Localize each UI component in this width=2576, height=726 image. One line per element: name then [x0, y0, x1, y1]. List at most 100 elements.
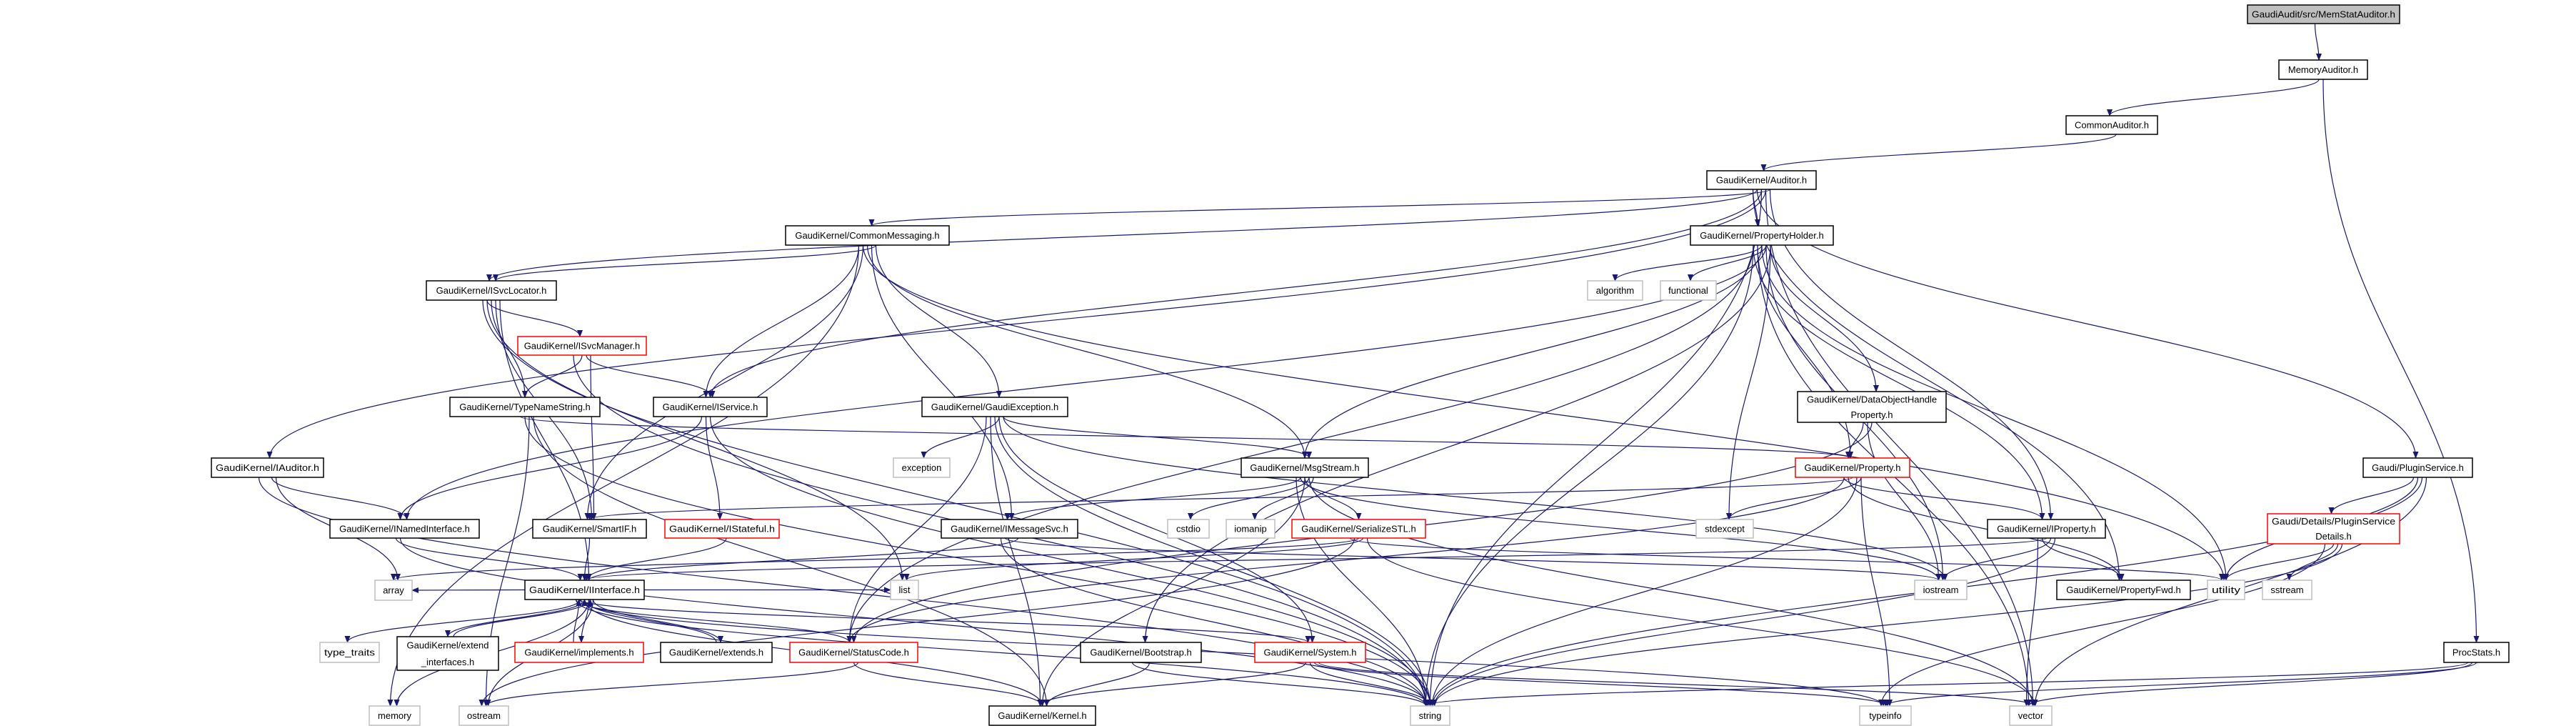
- header-node[interactable]: GaudiKernel/PropertyHolder.h: [1690, 225, 1834, 246]
- header-node[interactable]: GaudiKernel/SerializeSTL.h: [1291, 519, 1426, 539]
- external-header-node: functional: [1660, 280, 1717, 301]
- header-node[interactable]: GaudiKernel/SmartIF.h: [532, 519, 647, 539]
- header-node[interactable]: GaudiKernel/ISvcManager.h: [517, 336, 647, 356]
- header-node[interactable]: ProcStats.h: [2443, 642, 2510, 663]
- node-box: [1167, 519, 1210, 539]
- header-node[interactable]: GaudiKernel/IAuditor.h: [211, 457, 324, 478]
- node-label: GaudiKernel/implements.h: [524, 647, 633, 658]
- header-node[interactable]: GaudiKernel/ISvcLocator.h: [426, 280, 557, 301]
- header-node[interactable]: GaudiKernel/IService.h: [653, 397, 768, 417]
- header-node[interactable]: GaudiKernel/StatusCode.h: [789, 642, 918, 663]
- header-node[interactable]: GaudiKernel/DataObjectHandle Property.h: [1797, 391, 1947, 423]
- node-label: CommonAuditor.h: [2075, 120, 2149, 131]
- node-box: [1254, 642, 1366, 663]
- node-label: GaudiKernel/ISvcLocator.h: [436, 285, 547, 296]
- dependency-edge: [411, 587, 526, 593]
- dependency-edge: [486, 189, 1758, 282]
- node-label: typeinfo: [1869, 710, 1902, 721]
- header-node[interactable]: Gaudi/PluginService.h: [2362, 457, 2473, 478]
- header-node[interactable]: GaudiKernel/MsgStream.h: [1241, 457, 1369, 478]
- dependency-edge: [1423, 244, 1754, 707]
- dependency-edge: [921, 416, 1000, 459]
- header-node[interactable]: GaudiKernel/IMessageSvc.h: [941, 519, 1078, 539]
- header-node[interactable]: GaudiKernel/IInterface.h: [524, 580, 645, 600]
- dependency-edge: [1761, 244, 2229, 581]
- dependency-edge: [579, 599, 1311, 643]
- header-node[interactable]: GaudiKernel/Property.h: [1795, 457, 1910, 478]
- external-header-node: array: [374, 580, 413, 601]
- node-label: sstream: [2270, 585, 2303, 595]
- node-box: [374, 580, 413, 601]
- node-box: [1690, 225, 1834, 246]
- dependency-edge: [1878, 543, 2326, 707]
- header-node[interactable]: GaudiKernel/Auditor.h: [1706, 170, 1817, 190]
- header-node[interactable]: GaudiKernel/extends.h: [660, 642, 773, 663]
- dependency-edge: [853, 662, 1046, 707]
- header-node[interactable]: GaudiKernel/implements.h: [514, 642, 644, 663]
- dependency-edge: [703, 244, 860, 398]
- root-file-node: GaudiAudit/src/MemStatAuditor.h: [2247, 4, 2400, 24]
- node-label: GaudiKernel/IInterface.h: [529, 585, 640, 595]
- dependency-edge: [2286, 543, 2339, 581]
- dependency-edge: [1848, 477, 2125, 581]
- dependency-edge: [1612, 244, 1763, 282]
- header-node[interactable]: Gaudi/Details/PluginService Details.h: [2267, 513, 2400, 544]
- header-node[interactable]: GaudiKernel/System.h: [1254, 642, 1366, 663]
- nodes-layer: GaudiAudit/src/MemStatAuditor.h MemoryAud…: [211, 4, 2510, 726]
- header-node[interactable]: GaudiKernel/IStateful.h: [664, 519, 780, 539]
- dependency-edge: [524, 416, 1433, 707]
- dependency-edge: [1429, 477, 1858, 707]
- node-label: memory: [378, 710, 411, 721]
- dependency-edge: [1037, 662, 1307, 707]
- node-box: [2262, 580, 2312, 600]
- node-box: [396, 636, 499, 671]
- header-node[interactable]: GaudiKernel/PropertyFwd.h: [2056, 580, 2191, 600]
- header-node[interactable]: MemoryAuditor.h: [2278, 59, 2368, 80]
- dependency-edge: [1308, 477, 2036, 707]
- dependency-edge: [1349, 537, 2225, 581]
- node-label: GaudiKernel/SmartIF.h: [543, 524, 637, 534]
- header-node[interactable]: CommonAuditor.h: [2065, 115, 2158, 135]
- header-node[interactable]: GaudiKernel/CommonMessaging.h: [785, 225, 950, 246]
- dependency-edge: [846, 416, 987, 643]
- node-label: GaudiKernel/IStateful.h: [669, 524, 775, 534]
- header-node[interactable]: GaudiKernel/Kernel.h: [988, 705, 1096, 726]
- dependency-edge: [1004, 477, 1301, 520]
- node-label: utility: [2212, 585, 2241, 595]
- header-node[interactable]: GaudiKernel/IProperty.h: [1987, 519, 2106, 539]
- node-label: GaudiKernel/Property.h: [1805, 462, 1901, 473]
- dependency-edge: [1757, 244, 1853, 459]
- dependency-edge: [1142, 244, 1771, 643]
- node-label: algorithm: [1596, 285, 1634, 296]
- dependency-edge: [2107, 79, 2320, 116]
- node-label: GaudiKernel/IService.h: [663, 402, 758, 412]
- dependency-edge: [868, 189, 1771, 227]
- node-label: string: [1419, 710, 1442, 721]
- dependency-edge: [271, 477, 410, 520]
- dependency-edge: [875, 244, 1002, 398]
- header-node[interactable]: GaudiKernel/extend _interfaces.h: [396, 636, 499, 671]
- dependency-edge: [482, 299, 1429, 707]
- node-label: iomanip: [1234, 524, 1267, 534]
- dependency-edge: [1252, 477, 1314, 520]
- node-box: [1226, 519, 1276, 539]
- node-box: [785, 225, 950, 246]
- node-box: [1695, 519, 1754, 539]
- header-node[interactable]: GaudiKernel/TypeNameString.h: [449, 397, 601, 417]
- dependency-edge: [2314, 23, 2322, 61]
- dependency-edge: [575, 599, 853, 643]
- node-label: Property.h: [1850, 409, 1893, 420]
- dependency-edge: [590, 354, 597, 520]
- dependency-edge: [1726, 477, 1862, 520]
- dependency-edge: [486, 299, 583, 337]
- dependency-edge: [1845, 422, 1864, 459]
- dependency-edge: [1843, 477, 2045, 520]
- header-node[interactable]: GaudiKernel/Bootstrap.h: [1080, 642, 1202, 663]
- header-node[interactable]: GaudiKernel/GaudiException.h: [921, 397, 1068, 417]
- header-node[interactable]: GaudiKernel/INamedInterface.h: [329, 519, 480, 539]
- dependency-edge: [583, 537, 727, 581]
- node-box: [449, 397, 601, 417]
- dependency-edge: [1304, 477, 1362, 520]
- dependency-edge: [581, 599, 717, 643]
